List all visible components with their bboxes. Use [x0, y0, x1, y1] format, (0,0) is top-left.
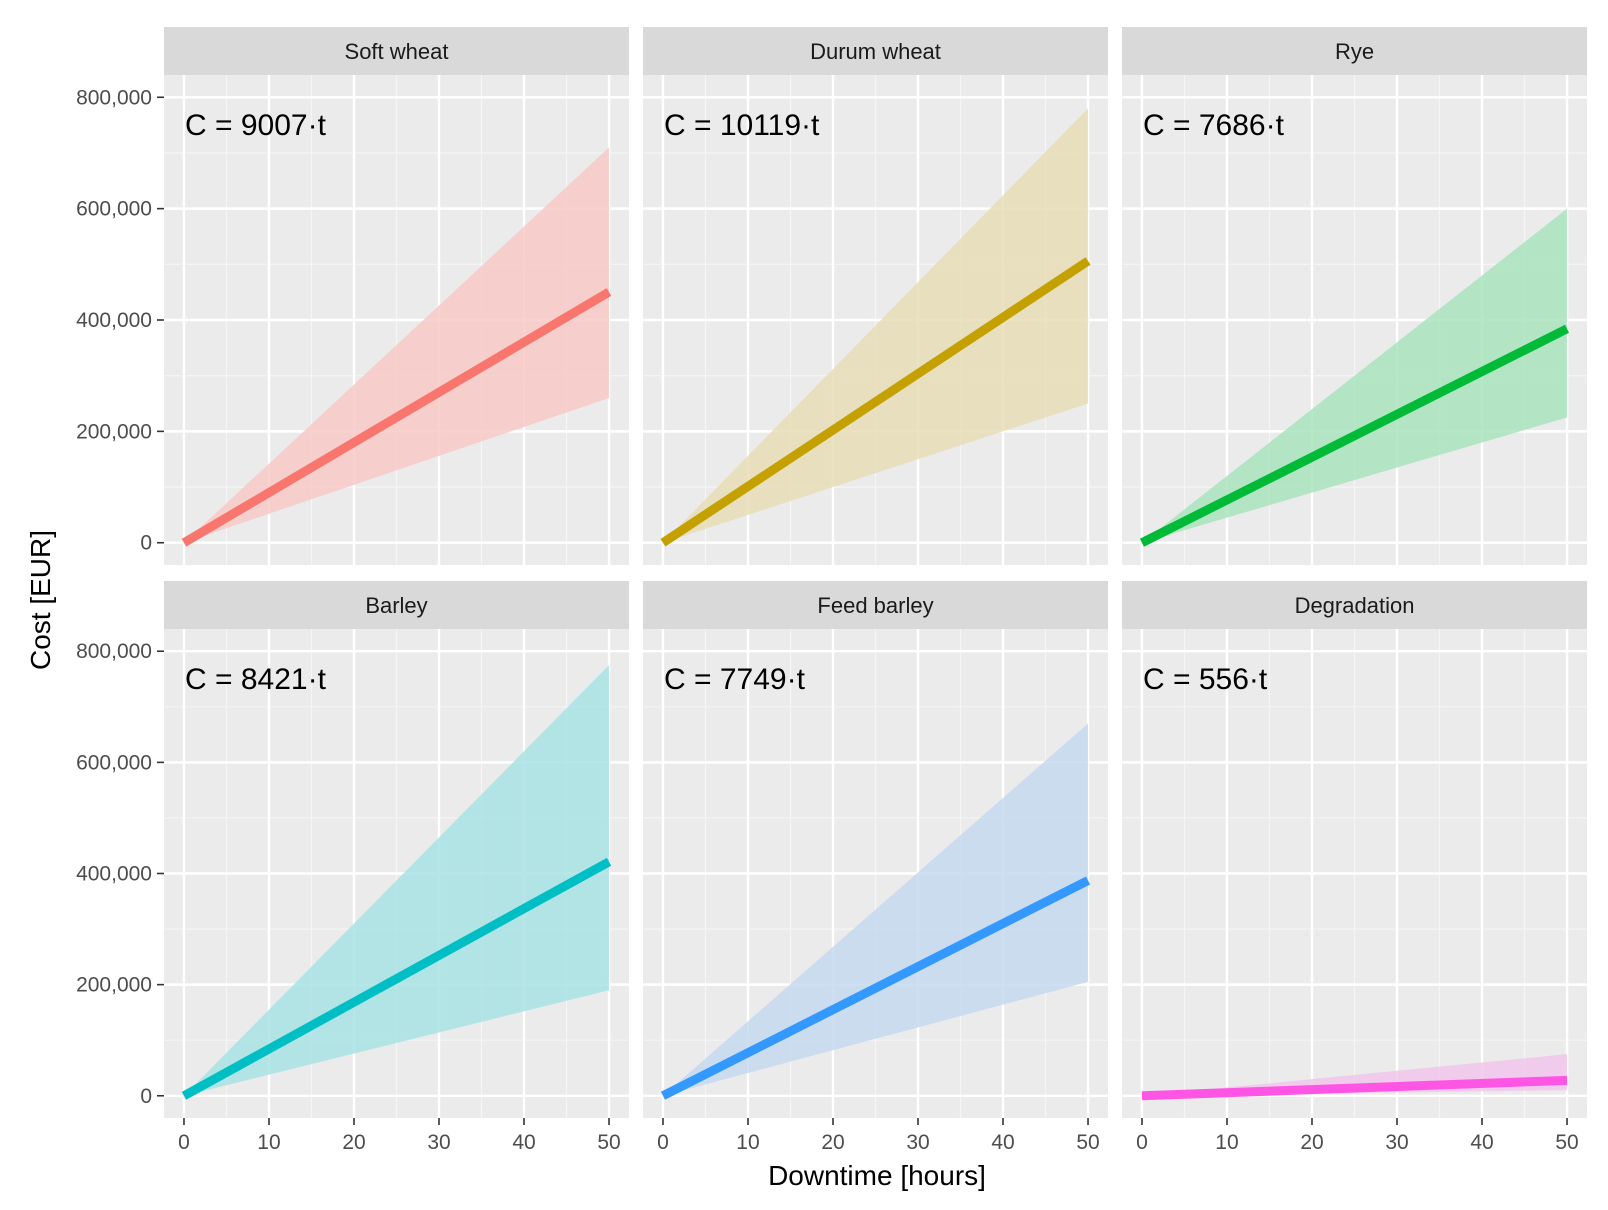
confidence-band	[183, 147, 610, 543]
y-tick-label: 800,000	[76, 86, 152, 109]
x-tick-label: 20	[1300, 1131, 1323, 1154]
facet-panel: Rye C = 7686·t	[1122, 27, 1587, 565]
facet-panel: Barley C = 8421·t	[164, 581, 629, 1118]
y-axis-title: Cost [EUR]	[25, 530, 56, 670]
x-tick-label: 30	[427, 1131, 450, 1154]
equation-annotation: C = 10119·t	[664, 109, 820, 142]
y-tick-label: 0	[140, 1085, 152, 1108]
x-axis-title: Downtime [hours]	[768, 1160, 986, 1191]
x-tick-label: 10	[257, 1131, 280, 1154]
confidence-band	[662, 108, 1089, 543]
y-tick-label: 600,000	[76, 198, 152, 221]
panels-layer: Soft wheat C = 9007·t Durum wheat C = 10119…	[164, 27, 1587, 1118]
x-tick-label: 50	[1076, 1131, 1099, 1154]
x-tick-label: 50	[597, 1131, 620, 1154]
y-tick-label: 200,000	[76, 974, 152, 997]
x-tick-label: 30	[1385, 1131, 1408, 1154]
facet-strip-label: Durum wheat	[810, 39, 941, 64]
x-tick-label: 20	[342, 1131, 365, 1154]
facet-panel: Soft wheat C = 9007·t	[164, 27, 629, 565]
x-tick-label: 30	[906, 1131, 929, 1154]
confidence-band	[183, 665, 610, 1096]
equation-annotation: C = 8421·t	[185, 663, 327, 696]
y-tick-label: 800,000	[76, 640, 152, 663]
regression-line	[660, 257, 1091, 547]
x-tick-label: 10	[736, 1131, 759, 1154]
facet-strip	[1122, 27, 1587, 75]
x-tick-label: 40	[991, 1131, 1014, 1154]
facet-strip	[643, 27, 1108, 75]
x-tick-label: 50	[1555, 1131, 1578, 1154]
x-tick-label: 0	[657, 1131, 669, 1154]
regression-line	[660, 876, 1091, 1100]
axes-layer: 0200,000400,000600,000800,0000200,000400…	[76, 86, 1579, 1154]
x-tick-label: 0	[1136, 1131, 1148, 1154]
facet-strip	[643, 581, 1108, 629]
facet-panel: Durum wheat C = 10119·t	[643, 27, 1108, 565]
y-tick-label: 400,000	[76, 863, 152, 886]
regression-line	[1139, 324, 1570, 547]
confidence-band	[662, 723, 1089, 1096]
x-tick-label: 40	[512, 1131, 535, 1154]
equation-annotation: C = 9007·t	[185, 109, 327, 142]
equation-annotation: C = 556·t	[1143, 663, 1268, 696]
equation-annotation: C = 7749·t	[664, 663, 806, 696]
x-tick-label: 0	[178, 1131, 190, 1154]
y-tick-label: 200,000	[76, 420, 152, 443]
facet-strip-label: Degradation	[1295, 593, 1415, 618]
regression-line	[181, 288, 612, 547]
x-tick-label: 40	[1470, 1131, 1493, 1154]
facet-panel: Feed barley C = 7749·t	[643, 581, 1108, 1118]
confidence-band	[1141, 208, 1568, 543]
facet-strip-label: Barley	[365, 593, 427, 618]
y-tick-label: 600,000	[76, 751, 152, 774]
facet-strip	[164, 581, 629, 629]
facet-strip	[164, 27, 629, 75]
equation-annotation: C = 7686·t	[1143, 109, 1285, 142]
y-tick-label: 400,000	[76, 309, 152, 332]
facet-strip-label: Soft wheat	[345, 39, 449, 64]
facet-panel: Degradation C = 556·t	[1122, 581, 1587, 1118]
regression-line	[1141, 1075, 1568, 1101]
x-tick-label: 20	[821, 1131, 844, 1154]
facet-strip-label: Rye	[1335, 39, 1374, 64]
facet-strip-label: Feed barley	[817, 593, 933, 618]
y-tick-label: 0	[140, 532, 152, 555]
facet-strip	[1122, 581, 1587, 629]
regression-line	[181, 857, 612, 1100]
x-tick-label: 10	[1215, 1131, 1238, 1154]
